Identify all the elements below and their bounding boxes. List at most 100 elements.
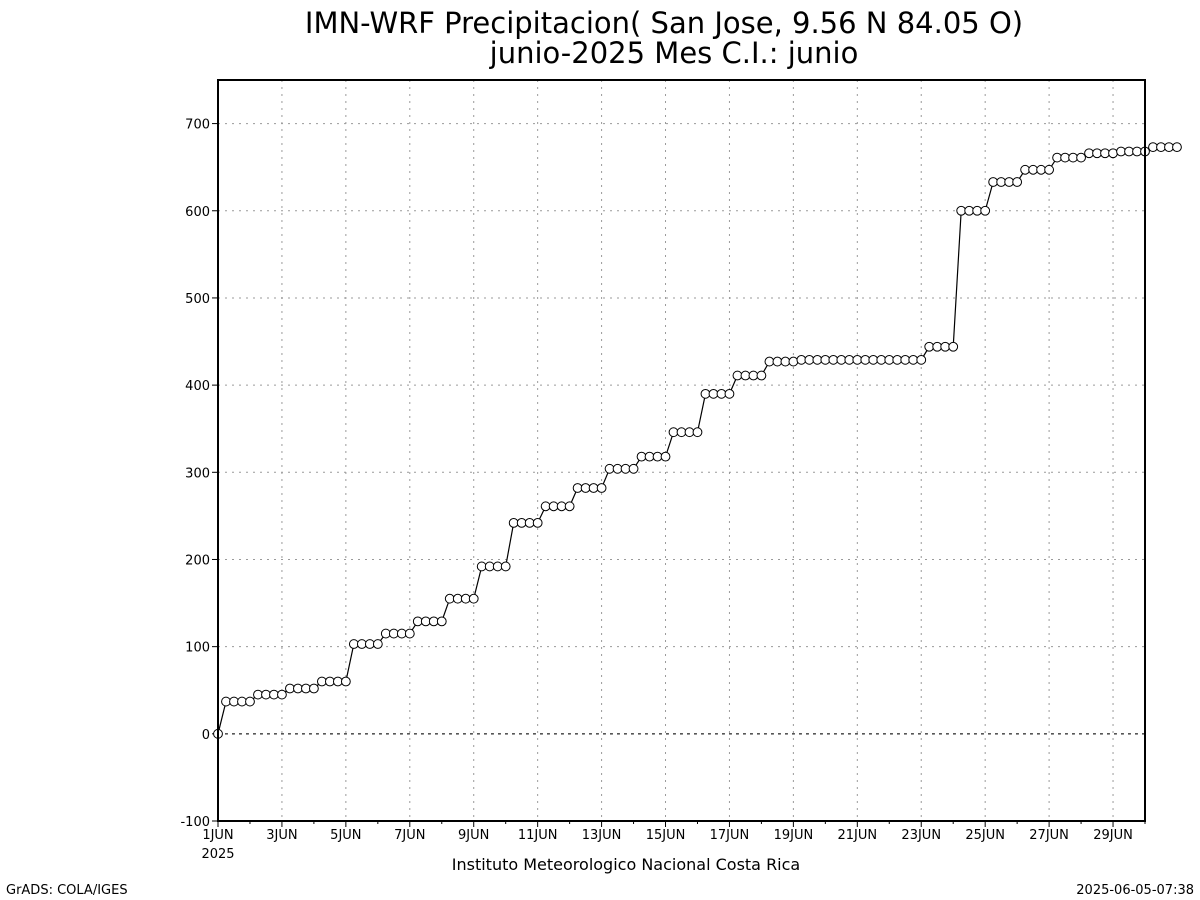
y-tick-label: 700 — [185, 118, 210, 133]
data-point — [420, 616, 431, 627]
data-point — [1020, 164, 1031, 175]
data-point — [1132, 146, 1142, 157]
x-tick-label: 13JUN — [582, 828, 622, 843]
data-point — [580, 483, 591, 493]
data-point — [1036, 164, 1047, 175]
data-point — [572, 483, 583, 493]
data-point — [269, 689, 279, 700]
data-point — [716, 388, 727, 399]
data-point — [892, 354, 903, 365]
data-point — [1092, 148, 1102, 159]
data-point — [700, 388, 711, 399]
data-point — [452, 593, 463, 604]
data-point — [1108, 148, 1118, 159]
data-point — [924, 341, 935, 352]
data-point — [388, 628, 399, 639]
data-point — [588, 483, 599, 493]
data-point — [676, 427, 687, 438]
data-point — [940, 341, 951, 352]
y-tick-label: 0 — [202, 728, 210, 743]
data-point — [876, 354, 887, 365]
x-tick-label: 27JUN — [1029, 828, 1069, 843]
data-point — [796, 354, 807, 365]
data-point — [404, 628, 415, 639]
data-point — [364, 639, 375, 649]
data-point — [261, 689, 271, 700]
institution-label: Instituto Meteorologico Nacional Costa R… — [452, 855, 800, 874]
data-point — [468, 593, 479, 604]
data-point — [516, 517, 527, 528]
data-point — [684, 427, 695, 438]
data-point — [788, 356, 799, 367]
data-point — [1172, 142, 1182, 153]
x-tick-label: 5JUN — [330, 828, 361, 843]
data-point — [1148, 142, 1158, 153]
data-point — [500, 561, 511, 572]
data-point — [908, 354, 919, 365]
data-point — [996, 177, 1007, 187]
data-point — [285, 683, 295, 694]
x-tick-label: 7JUN — [394, 828, 425, 843]
x-tick-label: 1JUN — [202, 828, 233, 843]
data-point — [444, 593, 455, 604]
data-point — [436, 616, 447, 627]
x-tick-label: 11JUN — [518, 828, 558, 843]
data-point — [724, 388, 735, 399]
data-point — [301, 683, 311, 694]
data-point — [652, 451, 663, 462]
x-tick-label: 3JUN — [266, 828, 297, 843]
data-point — [836, 354, 847, 365]
data-point — [372, 639, 383, 649]
data-point — [1116, 146, 1126, 157]
x-tick-label: 23JUN — [901, 828, 941, 843]
data-point — [844, 354, 855, 365]
data-point — [860, 354, 871, 365]
data-point — [764, 356, 775, 367]
data-point — [1156, 142, 1166, 153]
x-tick-label: 15JUN — [646, 828, 686, 843]
data-point — [532, 517, 543, 528]
data-point — [340, 676, 351, 687]
data-point — [980, 205, 991, 216]
data-point — [412, 616, 423, 627]
plot-frame — [217, 79, 1146, 822]
data-point — [484, 561, 495, 572]
data-point — [332, 676, 343, 687]
data-point — [548, 501, 559, 512]
y-tick-label: 500 — [185, 292, 210, 307]
data-point — [644, 451, 655, 462]
data-point — [1124, 146, 1134, 157]
data-point — [540, 501, 551, 512]
data-point — [740, 370, 751, 381]
x-axis-year-label: 2025 — [201, 847, 234, 862]
y-tick-label: -100 — [180, 815, 210, 830]
series-precipitation — [213, 142, 1182, 739]
x-tick-label: 9JUN — [458, 828, 489, 843]
data-point — [277, 689, 287, 700]
data-point — [868, 354, 879, 365]
x-tick-label: 19JUN — [774, 828, 814, 843]
data-point — [692, 427, 703, 438]
axes: -100 0 100 200 300 400 500 600 700 1JUN 3JUN 5JUN 7J… — [180, 118, 1146, 843]
data-point — [828, 354, 839, 365]
data-point — [1076, 152, 1086, 163]
data-point — [253, 689, 263, 700]
data-point — [932, 341, 943, 352]
chart-title: IMN-WRF Precipitacion( San Jose, 9.56 N … — [305, 6, 1023, 40]
data-point — [348, 639, 359, 649]
data-point — [628, 463, 639, 474]
data-point — [1060, 152, 1070, 163]
data-point — [604, 463, 615, 474]
data-point — [1012, 177, 1023, 187]
grid-lines — [218, 80, 1145, 821]
y-tick-label: 100 — [185, 641, 210, 656]
y-tick-label: 200 — [185, 553, 210, 568]
data-point — [476, 561, 487, 572]
data-point — [564, 501, 575, 512]
grads-credit: GrADS: COLA/IGES — [6, 883, 128, 898]
data-point — [221, 696, 231, 707]
data-point — [1004, 177, 1015, 187]
data-point — [460, 593, 471, 604]
data-point — [1052, 152, 1062, 163]
